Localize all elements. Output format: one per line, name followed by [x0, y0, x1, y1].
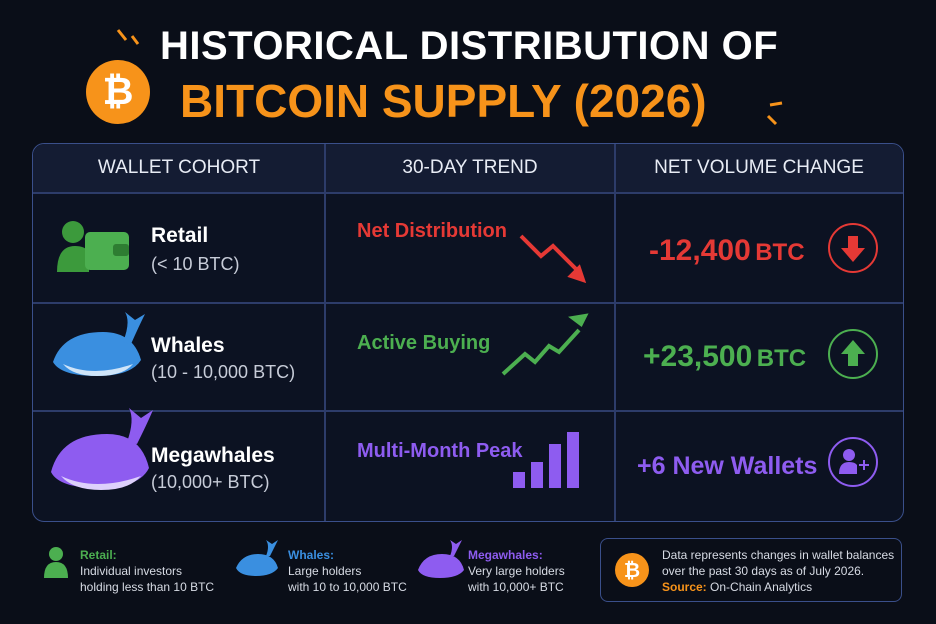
legend-megawhale-icon — [418, 540, 464, 578]
legend-label: Whales: — [288, 548, 335, 562]
megawhale-bars — [513, 432, 579, 488]
retail-icon — [57, 221, 129, 272]
divider — [33, 410, 903, 412]
legend-label: Retail: — [80, 548, 117, 562]
net-change: +23,500 BTC — [643, 340, 806, 374]
up-badge — [828, 329, 878, 379]
net-change: +6 New Wallets — [637, 452, 818, 480]
legend-text: holding less than 10 BTC — [80, 580, 215, 594]
note-text: over the past 30 days as of July 2026. — [662, 564, 865, 578]
change-amount: -12,400 — [649, 234, 751, 267]
change-unit: BTC — [755, 239, 805, 266]
trend-label: Net Distribution — [357, 220, 507, 242]
whale-icon — [53, 312, 145, 376]
legend-whale-icon — [236, 540, 278, 576]
logo-symbol: ₿ — [624, 560, 640, 582]
title-line1: HISTORICAL DISTRIBUTION OF — [160, 24, 779, 68]
down-arrow — [841, 236, 865, 262]
column-header: NET VOLUME CHANGE — [615, 144, 903, 192]
source: On-Chain Analytics — [710, 580, 813, 594]
legend-text: with 10,000+ BTC — [468, 580, 564, 594]
legend-retail-icon — [44, 547, 68, 578]
megawhale-icon — [51, 408, 153, 490]
cohort-range: (10 - 10,000 BTC) — [151, 362, 296, 382]
divider — [614, 144, 616, 521]
add-user-icon — [839, 449, 869, 474]
legend-label: Megawhales: — [468, 548, 543, 562]
row-icons — [51, 221, 878, 490]
source-label: Source: — [662, 580, 707, 594]
trend-label: Active Buying — [357, 332, 491, 354]
note-text: Data represents changes in wallet balanc… — [662, 548, 895, 562]
whale-arrow — [501, 313, 589, 376]
legend-text: Large holders — [288, 564, 362, 578]
divider — [33, 302, 903, 304]
legend-text: with 10 to 10,000 BTC — [288, 580, 407, 594]
note-logo: ₿ — [615, 553, 649, 587]
legend-text: Very large holders — [468, 564, 565, 578]
net-change: -12,400 BTC — [649, 234, 805, 268]
spark — [769, 101, 783, 107]
wallet-badge — [828, 437, 878, 487]
divider — [324, 144, 326, 521]
spark — [766, 114, 778, 126]
cohort-name: Retail — [151, 224, 209, 247]
column-header: 30-DAY TREND — [325, 144, 615, 192]
spark — [130, 35, 140, 45]
up-arrow — [841, 340, 865, 366]
retail-arrow — [519, 234, 587, 284]
note-source: Source: On-Chain Analytics — [662, 579, 812, 595]
bitcoin-logo — [86, 60, 150, 124]
column-header: WALLET COHORT — [33, 144, 325, 192]
cohort-range: (< 10 BTC) — [151, 254, 240, 274]
legend-text: Individual investors — [80, 564, 183, 578]
divider — [33, 192, 903, 194]
table: WALLET COHORT 30-DAY TREND NET VOLUME CH… — [32, 143, 904, 522]
note-box — [600, 538, 902, 602]
cohort-range: (10,000+ BTC) — [151, 472, 270, 492]
cohort-name: Whales — [151, 334, 225, 357]
down-badge — [828, 223, 878, 273]
spark — [116, 29, 128, 41]
trend-label: Multi-Month Peak — [357, 440, 523, 462]
bitcoin-logo — [615, 553, 649, 587]
change-unit: BTC — [756, 345, 807, 372]
change-amount: +23,500 — [643, 340, 753, 373]
title-line2: BITCOIN SUPPLY (2026) — [180, 75, 707, 127]
cohort-name: Megawhales — [151, 444, 275, 467]
logo-symbol: ₿ — [103, 71, 134, 113]
legend-icons — [44, 540, 464, 578]
